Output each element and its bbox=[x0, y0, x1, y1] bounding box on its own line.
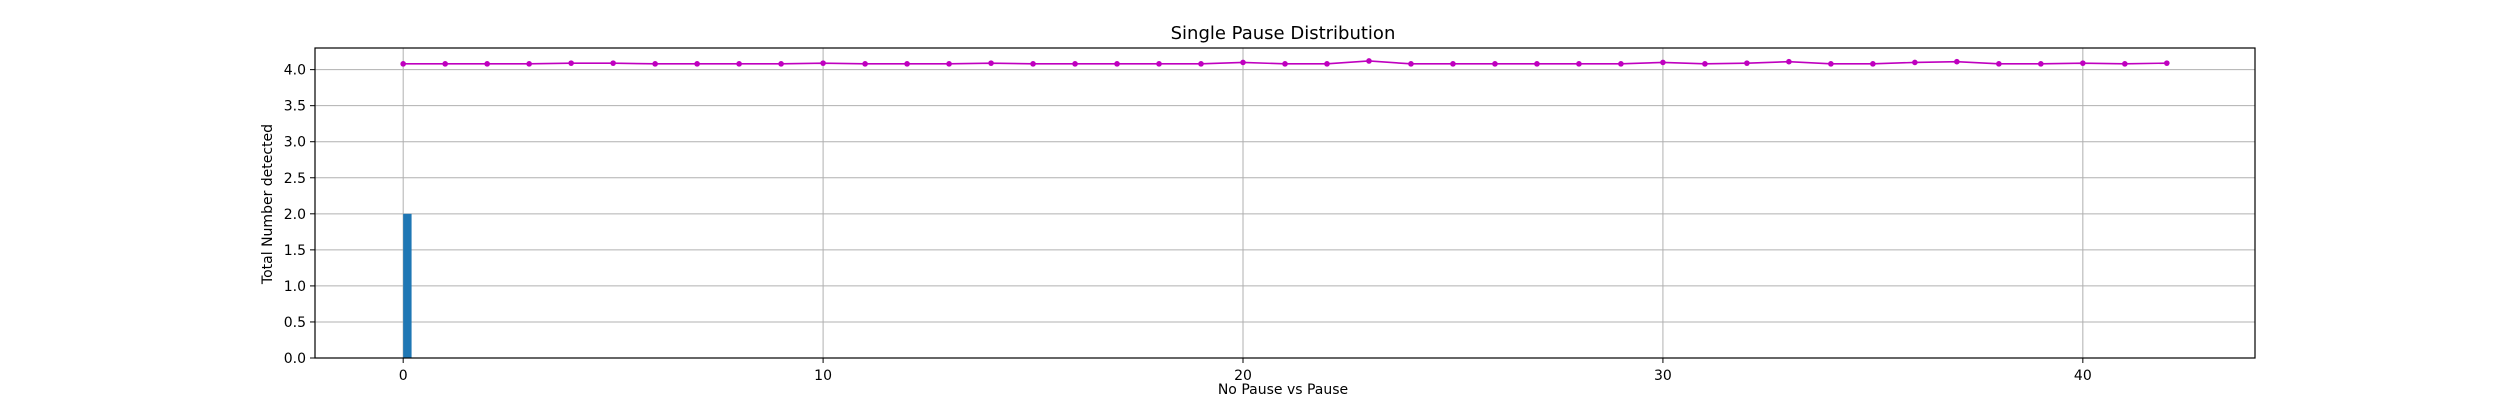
series-point bbox=[526, 61, 532, 67]
series-point bbox=[1702, 61, 1708, 67]
y-tick-label: 2.0 bbox=[284, 207, 306, 223]
series-point bbox=[1534, 61, 1540, 67]
x-tick-label: 20 bbox=[1234, 368, 1252, 384]
y-tick-label: 0.5 bbox=[284, 315, 306, 331]
series-point bbox=[1828, 61, 1834, 67]
series-point bbox=[1660, 59, 1666, 66]
series-point bbox=[652, 61, 658, 67]
series-point bbox=[1870, 61, 1876, 67]
series-point bbox=[1576, 61, 1582, 67]
x-tick-label: 40 bbox=[2074, 368, 2092, 384]
series-point bbox=[1114, 61, 1120, 67]
y-tick-label: 1.0 bbox=[284, 279, 306, 295]
series-point bbox=[904, 61, 910, 67]
x-axis-label: No Pause vs Pause bbox=[1218, 382, 1348, 398]
series-point bbox=[736, 61, 742, 67]
chart-title: Single Pause Distribution bbox=[1171, 23, 1396, 44]
series-point bbox=[1744, 60, 1750, 66]
x-tick-label: 10 bbox=[814, 368, 832, 384]
y-tick-label: 2.5 bbox=[284, 171, 306, 187]
series-point bbox=[2122, 61, 2128, 67]
bar bbox=[403, 213, 412, 358]
series-point bbox=[946, 61, 952, 67]
series-point bbox=[1072, 61, 1078, 67]
series-point bbox=[2080, 60, 2086, 66]
bar-series bbox=[403, 213, 412, 358]
y-tick-label: 1.5 bbox=[284, 243, 306, 259]
series-point bbox=[1450, 61, 1456, 67]
series-point bbox=[778, 61, 784, 67]
y-tick-label: 3.5 bbox=[284, 99, 306, 115]
series-point bbox=[820, 60, 826, 66]
series-point bbox=[568, 60, 574, 66]
series-point bbox=[2164, 60, 2170, 66]
y-tick-label: 0.0 bbox=[284, 351, 306, 367]
series-point bbox=[1240, 59, 1246, 66]
series-point bbox=[1198, 61, 1204, 67]
series-point bbox=[1408, 61, 1414, 67]
plot-area-frame bbox=[314, 47, 2256, 359]
axis-ticks: 0.0 0.5 1.0 1.5 2.0 2.5 3.0 3.5 4.0 0 10 20 30 40 bbox=[284, 63, 2092, 384]
series-point bbox=[1912, 59, 1918, 66]
series-point bbox=[1618, 61, 1624, 67]
series-point bbox=[862, 61, 868, 67]
y-axis-label: Total Number detected bbox=[260, 124, 276, 285]
series-point bbox=[694, 61, 700, 67]
series-point bbox=[484, 61, 490, 67]
series-point bbox=[1366, 58, 1372, 64]
series-point bbox=[442, 61, 448, 67]
series-point bbox=[2038, 61, 2044, 67]
line-series bbox=[400, 58, 2170, 67]
grid-lines bbox=[315, 48, 2255, 359]
series-point bbox=[610, 60, 616, 66]
series-point bbox=[1324, 61, 1330, 67]
y-tick-label: 3.0 bbox=[284, 135, 306, 151]
series-point bbox=[1030, 61, 1036, 67]
y-tick-label: 4.0 bbox=[284, 63, 306, 79]
series-point bbox=[1156, 61, 1162, 67]
series-point bbox=[988, 60, 994, 66]
x-tick-label: 0 bbox=[399, 368, 408, 384]
series-point bbox=[1282, 61, 1288, 67]
series-point bbox=[1786, 58, 1792, 65]
series-point bbox=[1954, 58, 1960, 65]
series-point bbox=[400, 61, 406, 67]
series-point bbox=[1492, 61, 1498, 67]
x-tick-label: 30 bbox=[1654, 368, 1672, 384]
series-point bbox=[1996, 61, 2002, 67]
